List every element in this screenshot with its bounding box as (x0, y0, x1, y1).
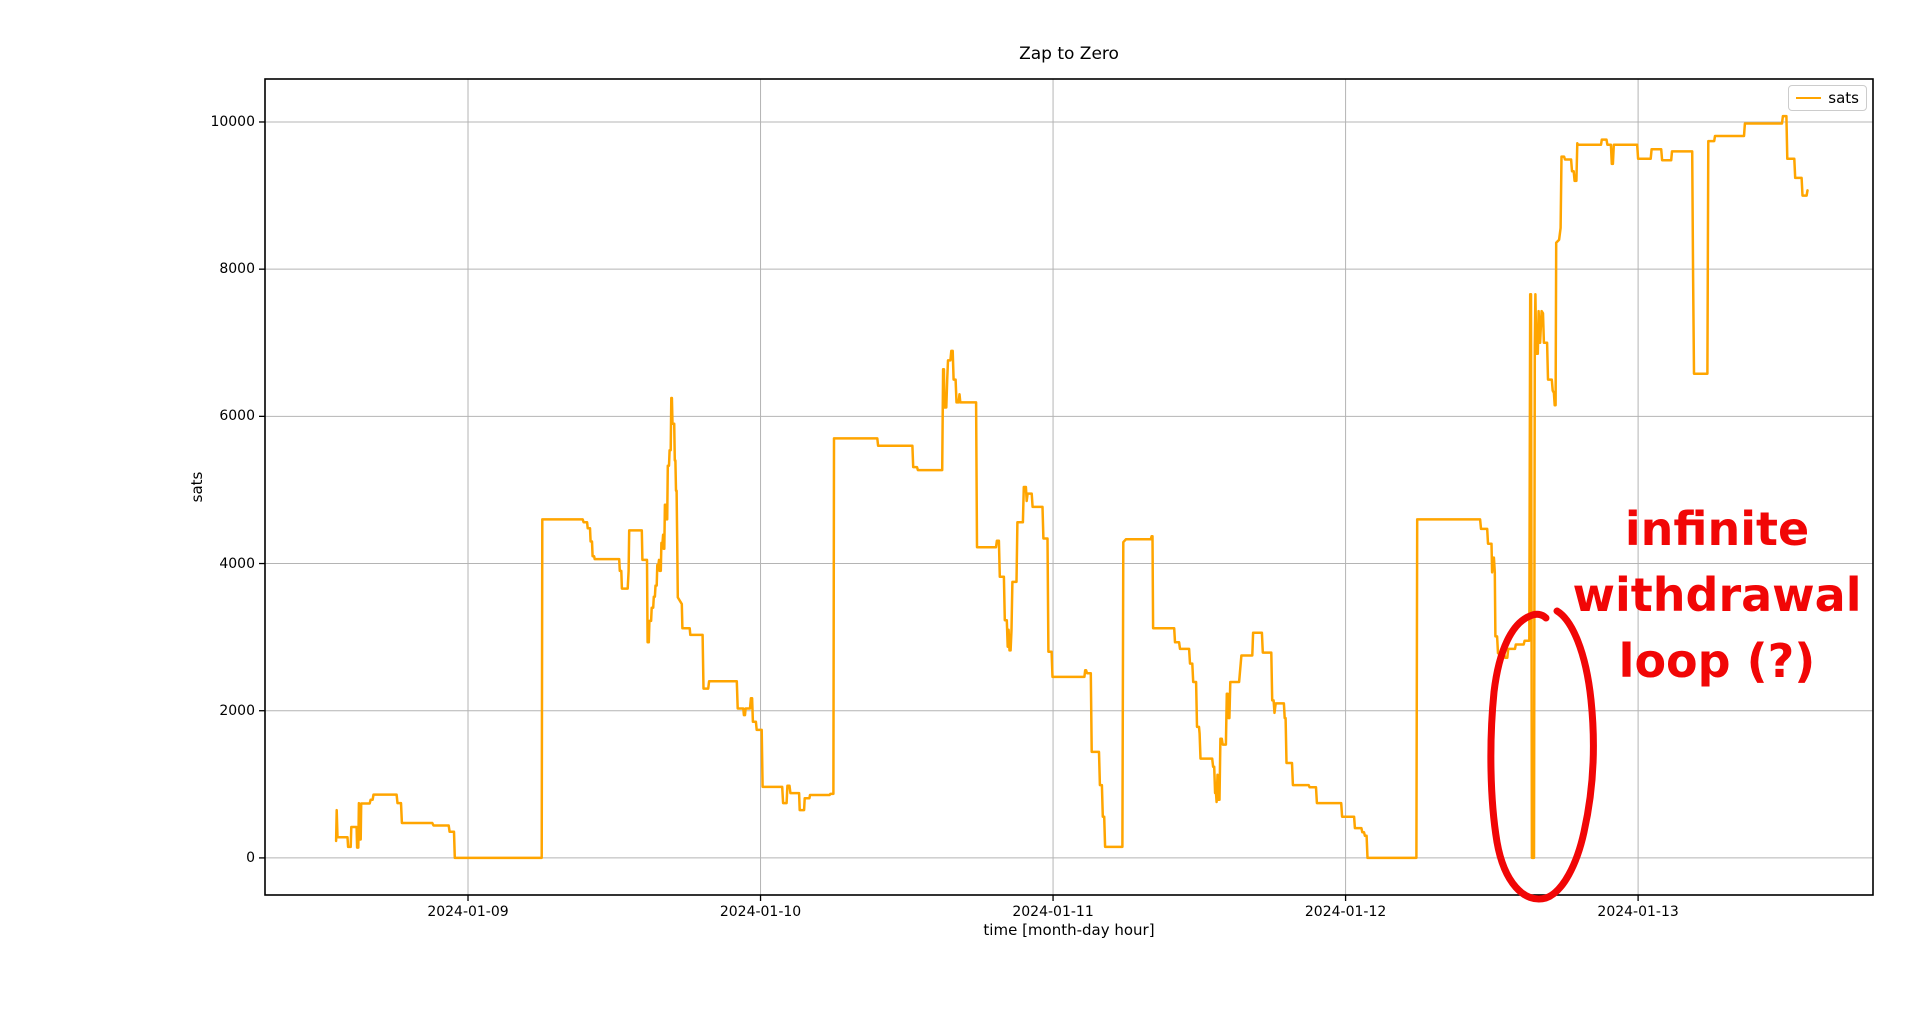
annotation-line-3: loop (?) (1618, 634, 1816, 688)
legend-line-swatch (1796, 97, 1822, 99)
y-tick-label: 2000 (219, 702, 255, 719)
highlight-ellipse (1487, 607, 1597, 903)
annotation-line-2: withdrawal (1572, 568, 1862, 622)
x-axis-label: time [month-day hour] (983, 921, 1155, 939)
x-tick-label: 2024-01-09 (427, 904, 509, 920)
y-tick-label: 6000 (219, 408, 255, 425)
y-tick-label: 8000 (219, 261, 255, 278)
x-tick-label: 2024-01-10 (719, 904, 802, 920)
y-axis-label: sats (188, 471, 206, 503)
y-tick-label: 10000 (210, 113, 255, 130)
x-tick-label: 2024-01-12 (1304, 904, 1387, 920)
y-tick-label: 0 (246, 849, 255, 866)
annotation-line-1: infinite (1624, 502, 1810, 556)
x-tick-label: 2024-01-11 (1012, 904, 1094, 920)
chart-title: Zap to Zero (1019, 44, 1119, 64)
legend: sats (1788, 85, 1867, 111)
annotation-text: infinite withdrawal loop (?) (1573, 496, 1862, 694)
axes-spines (264, 78, 1874, 896)
legend-label: sats (1828, 88, 1859, 107)
y-tick-label: 4000 (219, 555, 255, 572)
sats-line (334, 114, 1809, 860)
x-tick-label: 2024-01-13 (1597, 904, 1679, 920)
